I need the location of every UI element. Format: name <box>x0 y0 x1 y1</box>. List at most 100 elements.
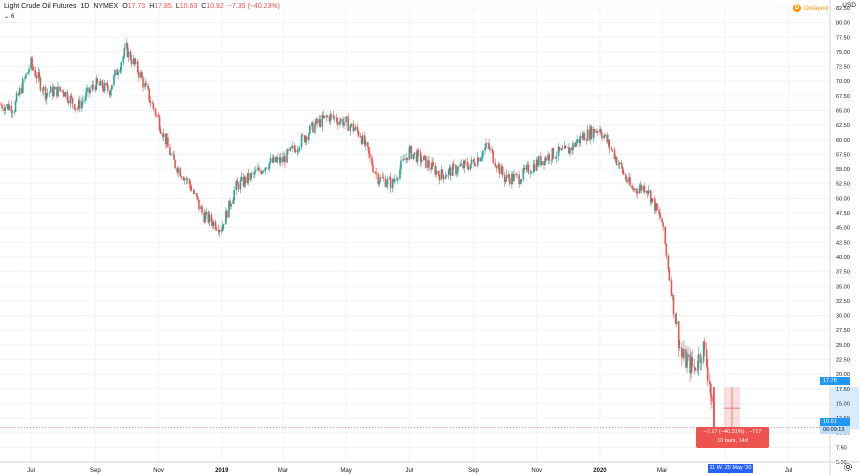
candle-body <box>154 108 157 115</box>
delayed-badge[interactable]: D Delayed <box>793 4 828 12</box>
indicators-toggle[interactable]: ⌄ 6 <box>4 13 14 21</box>
candle-body <box>253 173 255 175</box>
candle-body <box>185 178 188 180</box>
high-key: H <box>149 3 155 10</box>
candle-body <box>487 143 489 144</box>
candle-body <box>417 150 420 153</box>
candle-body <box>312 122 314 133</box>
candle-body <box>126 43 129 57</box>
candle-body <box>239 180 242 190</box>
candle-body <box>474 165 477 167</box>
candle-body <box>120 62 123 70</box>
candle-body <box>440 169 443 181</box>
candle-body <box>693 366 696 368</box>
candle-body <box>635 188 638 192</box>
candle-body <box>491 148 493 152</box>
candle-body <box>467 166 470 170</box>
candle-body <box>250 173 253 174</box>
candle-body <box>452 164 454 176</box>
candle-body <box>658 210 660 213</box>
candle-body <box>611 149 614 151</box>
candle-body <box>473 162 476 166</box>
candle-body <box>391 179 394 189</box>
candle-body <box>237 183 240 190</box>
candle-body <box>335 117 338 122</box>
candle-body <box>543 161 545 165</box>
time-tick-label: Mar <box>278 468 288 474</box>
candle-body <box>77 100 80 109</box>
candle-body <box>606 134 609 143</box>
candle-body <box>535 159 538 171</box>
candle-body <box>469 164 472 170</box>
candle-body <box>492 151 495 163</box>
candle-body <box>123 47 126 57</box>
candle-body <box>210 214 213 222</box>
candle-body <box>709 380 711 384</box>
candle-body <box>488 143 490 150</box>
candle-body <box>134 61 137 64</box>
candle-body <box>448 167 451 170</box>
candle-body <box>133 58 136 64</box>
candle-body <box>572 143 574 151</box>
candle-body <box>400 160 402 170</box>
candle-body <box>291 145 294 148</box>
candle-body <box>371 157 373 166</box>
candle-body <box>243 176 246 186</box>
candle-body <box>91 84 94 90</box>
candle-body <box>330 114 333 115</box>
candle-body <box>596 131 598 133</box>
candle-body <box>228 200 230 218</box>
candle-body <box>314 124 316 133</box>
candle-body <box>586 129 589 141</box>
candle-body <box>659 212 661 219</box>
candle-body <box>424 155 426 157</box>
price-tick-label: 72.50 <box>836 65 850 71</box>
candle-body <box>56 86 58 97</box>
candle-body <box>494 162 497 167</box>
candle-body <box>526 164 529 167</box>
candle-body <box>319 119 321 127</box>
candle-body <box>520 179 523 183</box>
candle-body <box>201 206 203 213</box>
candle-body <box>183 178 186 181</box>
candle-body <box>25 73 27 79</box>
candle-body <box>236 180 239 184</box>
candle-body <box>705 349 708 367</box>
candle-body <box>98 83 101 86</box>
price-tick-label: 15.00 <box>836 401 850 407</box>
chevron-down-icon[interactable]: ⌄ <box>4 14 10 20</box>
candle-body <box>70 95 73 98</box>
candle-body <box>564 146 567 148</box>
candle-body <box>513 174 515 182</box>
candle-body <box>614 157 617 159</box>
candle-body <box>17 93 20 95</box>
symbol-name[interactable]: Light Crude Oil Futures <box>4 3 77 10</box>
candle-body <box>664 226 667 244</box>
candle-body <box>127 51 130 57</box>
low-value: 10.63 <box>179 3 198 10</box>
candle-body <box>207 211 210 223</box>
gear-icon[interactable] <box>843 462 853 472</box>
interval-label: 1D <box>80 3 90 10</box>
candle-body <box>412 154 415 159</box>
candle-body <box>560 148 563 151</box>
candle-body <box>94 86 97 90</box>
candle-body <box>601 134 603 139</box>
time-tick-label: Sep <box>468 468 479 474</box>
candle-body <box>682 356 684 358</box>
candle-body <box>198 199 200 210</box>
candle-body <box>159 129 162 134</box>
countdown-tag: 06:09:13 <box>820 426 850 434</box>
candle-body <box>385 184 388 187</box>
candle-body <box>603 135 605 139</box>
price-tick-label: 60.00 <box>836 138 850 144</box>
candle-body <box>677 321 680 348</box>
candle-body <box>608 139 611 149</box>
candle-body <box>57 86 59 97</box>
candle-body <box>645 191 648 193</box>
candle-body <box>39 78 42 91</box>
candle-body <box>703 341 706 350</box>
candle-body <box>621 167 624 174</box>
